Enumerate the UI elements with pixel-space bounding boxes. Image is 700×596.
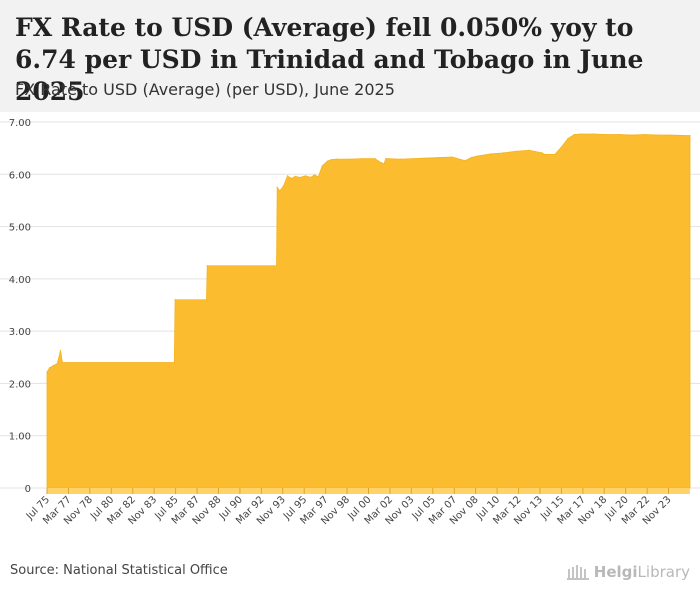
data-point xyxy=(502,152,505,154)
y-tick-label: 6.00 xyxy=(9,170,31,181)
data-point xyxy=(490,153,492,155)
data-point xyxy=(451,156,453,158)
data-point xyxy=(554,153,556,156)
data-point xyxy=(206,265,208,267)
data-point xyxy=(541,152,543,154)
data-point xyxy=(330,159,332,161)
data-point xyxy=(464,160,466,162)
data-point xyxy=(592,133,595,135)
data-point xyxy=(313,174,316,176)
library-icon xyxy=(566,565,589,580)
data-point xyxy=(361,158,363,160)
data-point xyxy=(46,371,48,373)
data-point xyxy=(470,156,472,159)
header-band: FX Rate to USD (Average) fell 0.050% yoy… xyxy=(0,0,700,112)
data-point xyxy=(174,299,176,301)
logo-text-library: Library xyxy=(637,563,690,581)
data-point xyxy=(438,156,440,159)
data-point xyxy=(573,133,575,136)
data-point xyxy=(56,362,58,365)
data-point xyxy=(52,365,55,367)
area-series-fill xyxy=(46,133,691,489)
data-point xyxy=(279,190,281,192)
y-tick-label: 1.00 xyxy=(9,432,31,443)
data-point xyxy=(562,144,564,147)
data-point xyxy=(477,155,479,157)
data-point xyxy=(326,160,328,162)
data-point xyxy=(310,176,312,179)
data-point xyxy=(383,163,385,165)
data-point xyxy=(689,134,691,137)
data-point xyxy=(670,134,672,136)
data-point xyxy=(644,133,646,136)
chart-area: 01.002.003.004.005.006.007.00 Jul 75Mar … xyxy=(0,118,700,527)
data-point xyxy=(631,134,633,136)
data-point xyxy=(385,158,387,160)
data-point xyxy=(294,175,296,177)
data-point xyxy=(205,299,208,301)
data-point xyxy=(374,158,376,160)
y-tick-label: 3.00 xyxy=(9,327,31,338)
data-point xyxy=(61,361,64,364)
data-point xyxy=(515,150,517,152)
logo-text-helgi: Helgi xyxy=(593,563,638,581)
data-point xyxy=(380,162,382,164)
data-point xyxy=(335,158,337,160)
data-point xyxy=(299,176,301,179)
y-tick-label: 0 xyxy=(25,484,31,495)
data-point xyxy=(290,177,292,180)
y-tick-label: 2.00 xyxy=(9,379,31,390)
data-point xyxy=(48,367,51,369)
area-series xyxy=(46,133,691,489)
source-note: Source: National Statistical Office xyxy=(10,563,228,578)
y-tick-label: 7.00 xyxy=(9,118,31,129)
data-point xyxy=(567,138,569,140)
data-point xyxy=(283,185,285,187)
data-point xyxy=(348,158,350,160)
data-point xyxy=(400,158,402,160)
chart-subtitle: FX Rate to USD (Average) (per USD), June… xyxy=(15,80,395,99)
data-point xyxy=(286,175,289,177)
data-point xyxy=(544,153,546,156)
y-tick-label: 5.00 xyxy=(9,223,31,234)
data-point xyxy=(425,157,427,159)
data-point xyxy=(605,133,608,136)
data-point xyxy=(276,186,278,188)
data-point xyxy=(304,175,307,177)
data-point xyxy=(173,361,175,364)
data-point xyxy=(275,265,278,267)
y-tick-label: 4.00 xyxy=(9,275,31,286)
data-point xyxy=(580,133,582,135)
data-point xyxy=(618,133,620,136)
helgi-library-logo: HelgiLibrary xyxy=(566,561,690,583)
data-point xyxy=(59,349,62,352)
data-point xyxy=(657,134,659,136)
data-point xyxy=(387,158,389,160)
chart-title: FX Rate to USD (Average) fell 0.050% yoy… xyxy=(15,13,644,106)
data-point xyxy=(317,176,319,178)
data-point xyxy=(412,158,415,160)
data-point xyxy=(321,165,323,167)
y-axis-ticks: 0 1.00 2.00 3.00 4.00 5.00 6.00 7.00 xyxy=(9,118,31,495)
data-point xyxy=(528,149,530,151)
